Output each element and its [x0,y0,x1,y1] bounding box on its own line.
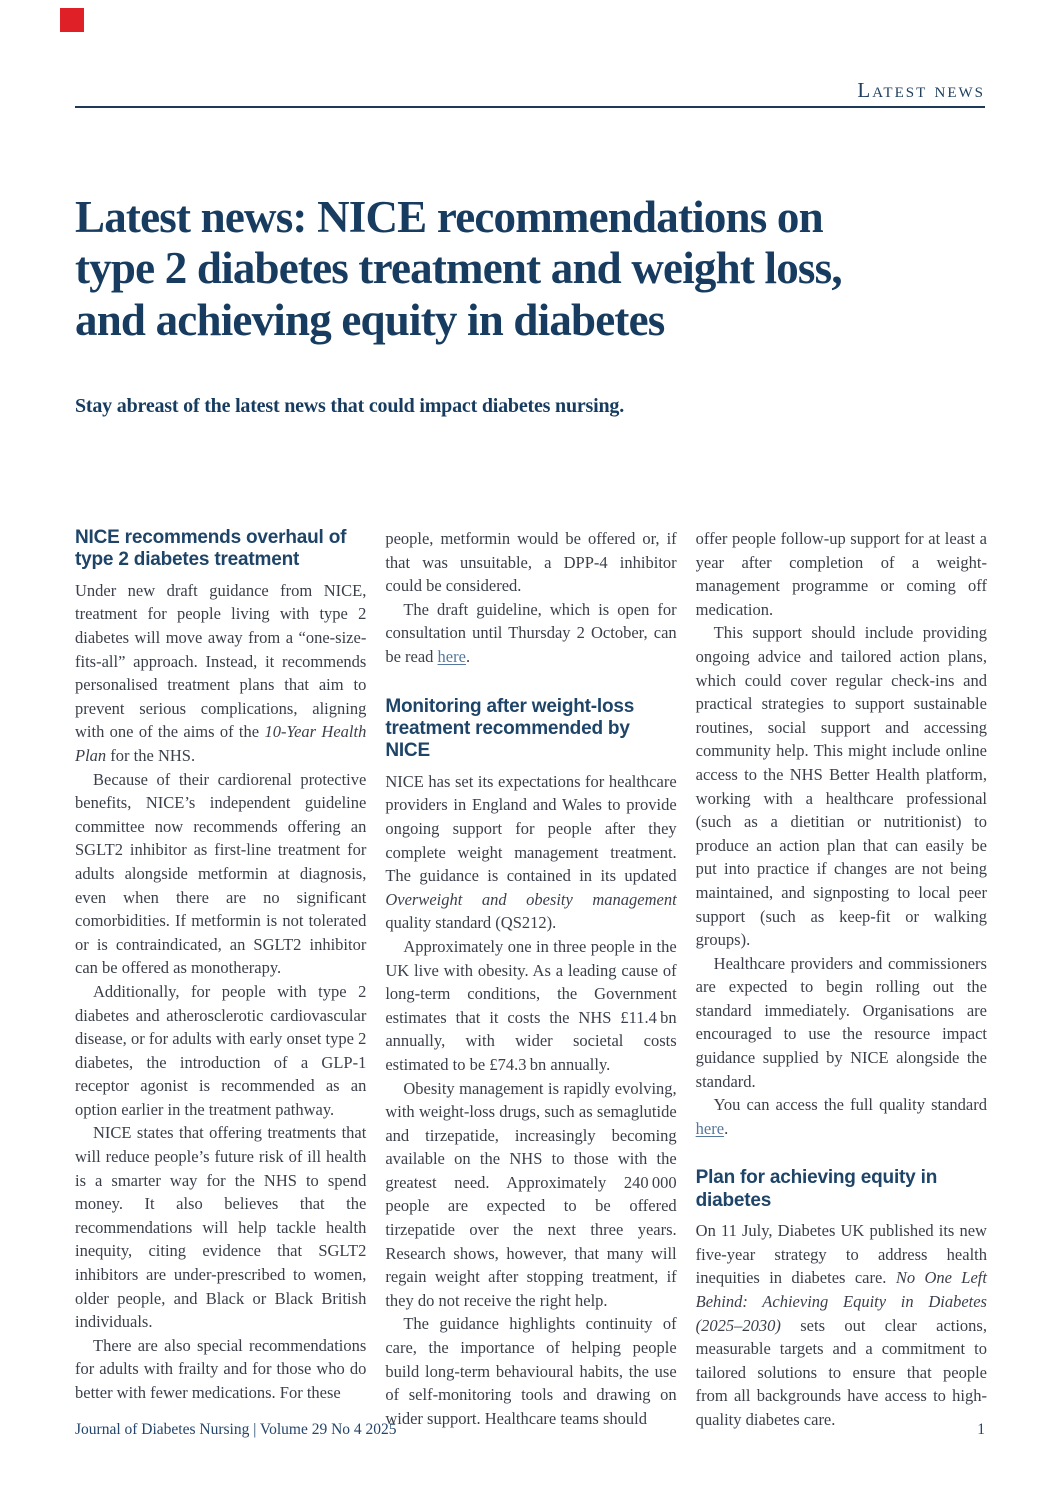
body-paragraph: NICE states that offering treatments tha… [75,1121,366,1333]
section-kicker: Latest news [857,78,985,102]
text-run: sets out clear actions, measurable targe… [695,1315,987,1429]
footer-page-number: 1 [977,1421,985,1438]
body-paragraph: You can access the full quality standard… [696,1093,987,1140]
masthead-rule [75,106,985,108]
section-heading: NICE recommends overhaul of type 2 diabe… [75,527,347,571]
body-paragraph: NICE has set its expectations for health… [385,770,676,935]
body-paragraph: people, metformin would be offered or, i… [385,527,676,598]
text-run: On 11 July, Diabetes UK published its ne… [695,1221,987,1288]
article-headline: Latest news: NICE recommendations on typ… [75,192,843,345]
text-run: Additionally, for people with type 2 dia… [75,981,367,1119]
body-paragraph: Additionally, for people with type 2 dia… [75,980,366,1122]
text-run: . [465,646,471,666]
text-run: There are also special recommendations f… [75,1335,367,1402]
text-run: offer people follow-up support for at le… [695,529,987,619]
text-run: NICE states that offering treatments tha… [75,1123,367,1332]
article-column: NICE recommends overhaul of type 2 diabe… [75,527,366,1432]
text-run: Obesity management is rapidly evolving, … [385,1078,677,1310]
text-run: people, metformin would be offered or, i… [385,529,677,596]
corner-accent-square [60,8,84,32]
body-paragraph: The guidance highlights continuity of ca… [385,1312,676,1430]
text-run: NICE has set its expectations for health… [385,771,677,886]
text-run: Under new draft guidance from NICE, trea… [75,580,367,742]
body-paragraph: There are also special recommendations f… [75,1334,366,1405]
text-run: The draft guideline, which is open for c… [385,599,677,666]
body-paragraph: The draft guideline, which is open for c… [385,598,676,669]
body-paragraph: On 11 July, Diabetes UK published its ne… [696,1219,987,1431]
body-paragraph: offer people follow-up support for at le… [696,527,987,621]
text-run: . [724,1118,729,1138]
italic-title-text: Overweight and obesity management [385,889,677,909]
text-run: Approximately one in three people in the… [385,936,677,1074]
text-run: The guidance highlights continuity of ca… [385,1314,677,1428]
section-heading: Monitoring after weight-loss treatment r… [385,695,635,762]
article-column: offer people follow-up support for at le… [696,527,987,1432]
section-heading: Plan for achieving equity in diabetes [695,1167,938,1211]
text-run: quality standard (QS212). [385,913,557,933]
body-paragraph: Under new draft guidance from NICE, trea… [75,579,366,768]
italic-title-text: No One Left Behind: Achieving Equity in … [695,1268,987,1335]
body-paragraph: Because of their cardiorenal protective … [75,768,366,980]
text-run: This support should include providing on… [695,623,987,950]
italic-title-text: 10-Year Health Plan [75,722,367,765]
body-paragraph: This support should include providing on… [696,621,987,951]
footer-journal-line: Journal of Diabetes Nursing | Volume 29 … [75,1421,397,1438]
page-footer: Journal of Diabetes Nursing | Volume 29 … [75,1421,985,1439]
article-standfirst: Stay abreast of the latest news that cou… [75,395,625,417]
masthead: Latest news [75,78,985,103]
body-paragraph: Approximately one in three people in the… [385,935,676,1077]
text-run: Because of their cardiorenal protective … [75,769,367,978]
inline-here-link[interactable]: here [437,646,466,666]
body-paragraph: Obesity management is rapidly evolving, … [385,1077,676,1313]
body-paragraph: Healthcare providers and commissioners a… [696,952,987,1094]
text-run: You can access the full quality standard [713,1095,987,1115]
text-run: Healthcare providers and commissioners a… [695,953,987,1091]
inline-here-link[interactable]: here [695,1118,725,1138]
text-run: for the NHS. [106,745,196,765]
article-body: NICE recommends overhaul of type 2 diabe… [75,527,987,1432]
article-column: people, metformin would be offered or, i… [385,527,676,1432]
